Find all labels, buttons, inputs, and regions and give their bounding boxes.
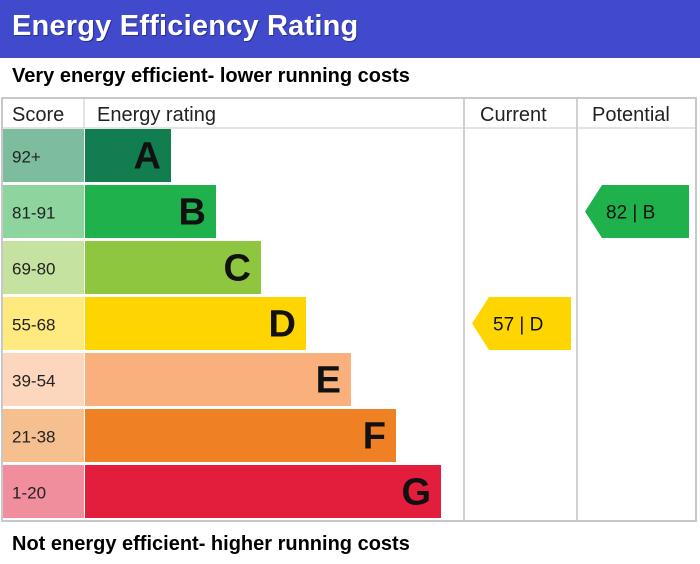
score-range-e: 39-54 <box>12 372 55 391</box>
score-range-f: 21-38 <box>12 428 55 447</box>
title-bar: Energy Efficiency Rating <box>0 0 700 58</box>
indicators-group: 57 | D 82 | B <box>472 185 689 350</box>
score-cell-e <box>3 353 84 406</box>
rating-header: Energy rating <box>97 104 216 126</box>
score-range-d: 55-68 <box>12 316 55 335</box>
band-letter-d: D <box>269 304 296 346</box>
band-bar-f <box>85 409 396 462</box>
potential-header: Potential <box>592 104 670 126</box>
score-range-g: 1-20 <box>12 484 46 503</box>
top-note: Very energy efficient- lower running cos… <box>12 65 410 87</box>
potential-label: 82 | B <box>606 203 655 224</box>
band-bar-g <box>85 465 441 518</box>
band-letter-e: E <box>316 360 341 402</box>
band-letter-b: B <box>179 192 206 234</box>
bottom-note: Not energy efficient- higher running cos… <box>12 533 410 555</box>
band-bar-e <box>85 353 351 406</box>
score-cell-a <box>3 129 84 182</box>
score-cell-g <box>3 465 84 518</box>
chart-title: Energy Efficiency Rating <box>12 10 359 42</box>
score-range-a: 92+ <box>12 148 41 167</box>
score-range-b: 81-91 <box>12 204 55 223</box>
current-header: Current <box>480 104 547 126</box>
band-bar-d <box>85 297 306 350</box>
current-arrow <box>472 297 571 350</box>
score-header: Score <box>12 104 64 126</box>
band-bar-b <box>85 185 216 238</box>
band-bar-a <box>85 129 171 182</box>
score-cell-c <box>3 241 84 294</box>
bands-group: 92+ A 81-91 B 69-80 C 55-68 D 39-54 E 21-38 F 1-20 G <box>3 129 441 518</box>
current-label: 57 | D <box>493 315 543 336</box>
band-letter-c: C <box>224 248 251 290</box>
score-cell-f <box>3 409 84 462</box>
score-cell-d <box>3 297 84 350</box>
band-letter-g: G <box>401 472 431 514</box>
band-bar-c <box>85 241 261 294</box>
score-range-c: 69-80 <box>12 260 55 279</box>
band-letter-f: F <box>363 416 386 458</box>
potential-arrow <box>585 185 689 238</box>
band-letter-a: A <box>134 136 161 178</box>
score-cell-b <box>3 185 84 238</box>
chart-frame <box>1 97 697 522</box>
